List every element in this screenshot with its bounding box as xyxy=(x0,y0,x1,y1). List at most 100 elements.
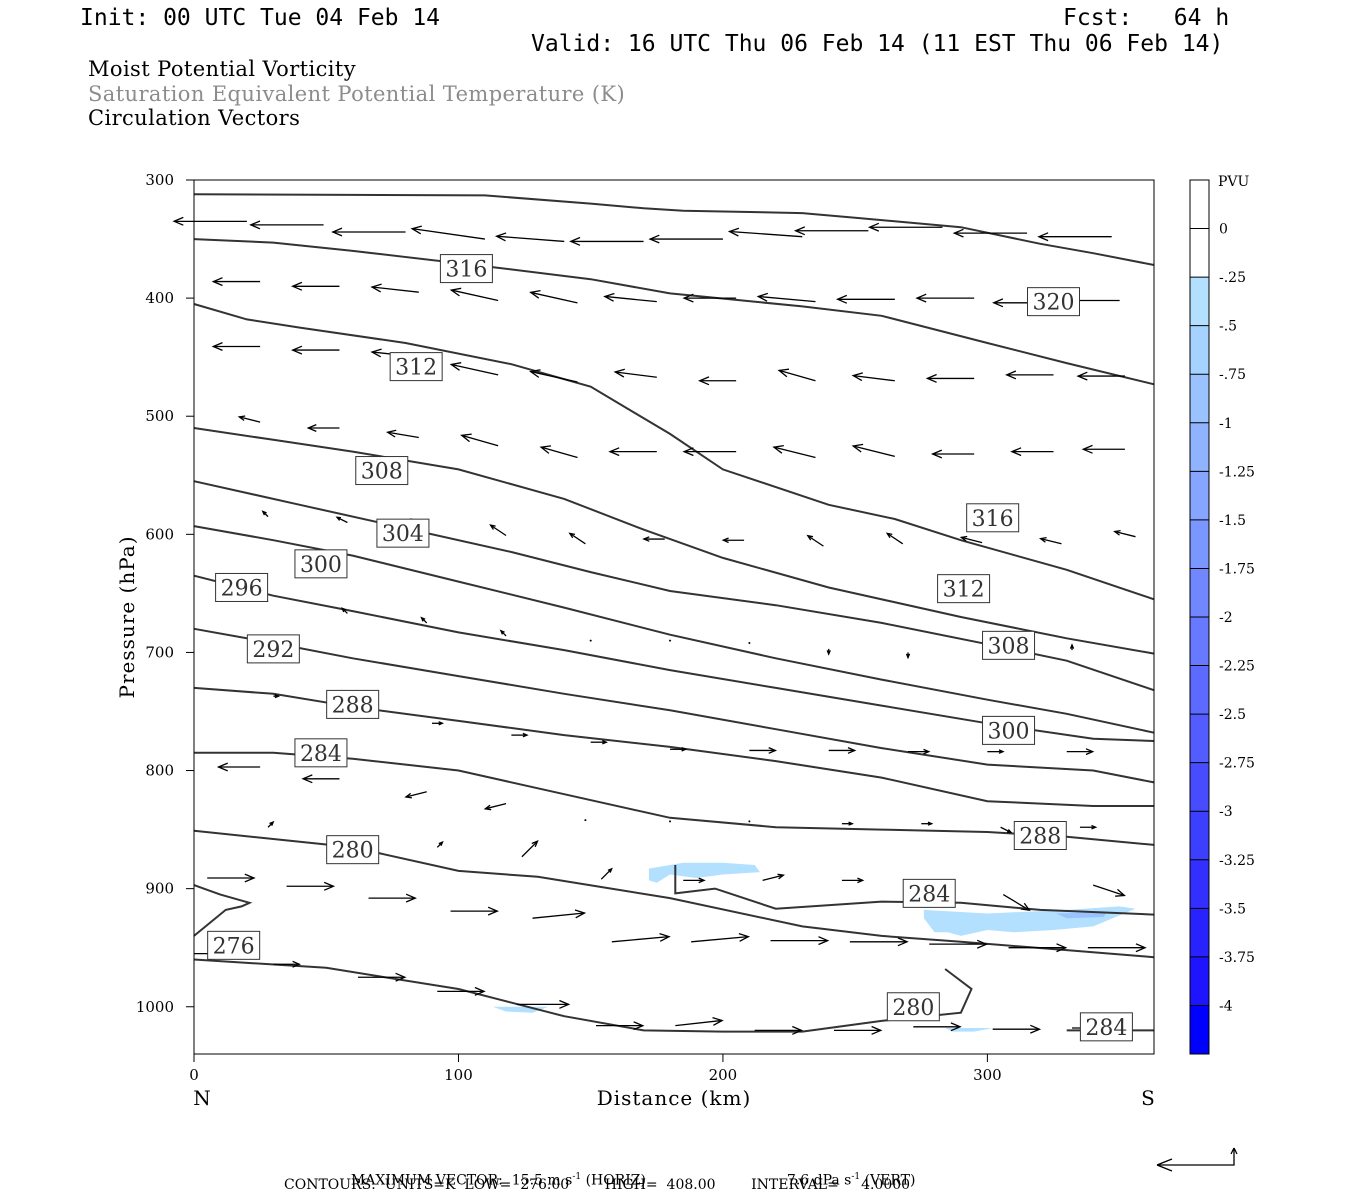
colorbar-label: -3.75 xyxy=(1219,950,1255,966)
contour-label-text: 320 xyxy=(1033,291,1075,316)
circulation-vector xyxy=(930,449,975,459)
circulation-vector xyxy=(905,652,911,660)
vector-head xyxy=(370,283,382,293)
circulation-vector xyxy=(539,445,578,459)
vector-head xyxy=(474,986,486,996)
vector-shaft xyxy=(773,446,816,459)
theta-es-contour-312 xyxy=(193,303,1155,601)
vector-head xyxy=(818,936,830,946)
circulation-vector xyxy=(301,774,340,784)
max-vector-label: MAXIMUM VECTOR: xyxy=(350,1172,503,1189)
x-tick-label: 0 xyxy=(189,1066,199,1084)
colorbar-swatch xyxy=(1190,422,1209,472)
circulation-vector xyxy=(828,747,857,754)
circulation-vector xyxy=(357,972,407,982)
vector-head xyxy=(826,650,831,656)
contour-label-box xyxy=(1079,1012,1133,1042)
colorbar-label: -2.5 xyxy=(1219,707,1246,723)
vector-dot xyxy=(748,641,751,644)
circulation-vector xyxy=(1002,893,1031,912)
circulation-vector xyxy=(770,936,830,946)
vector-shaft xyxy=(405,791,427,798)
colorbar-swatch xyxy=(1190,811,1209,861)
vector-head xyxy=(871,1025,883,1035)
circulation-vector xyxy=(1079,824,1098,830)
vector-head xyxy=(897,937,909,947)
circulation-vector xyxy=(749,747,778,754)
contour-label: 280 xyxy=(326,835,380,865)
vector-shaft xyxy=(412,228,486,240)
circulation-vector xyxy=(368,893,417,903)
valid-time: Valid: 16 UTC Thu 06 Feb 14 (11 EST Thu … xyxy=(531,31,1224,57)
vector-head xyxy=(698,376,710,386)
circulation-vector xyxy=(826,648,831,656)
circulation-vector xyxy=(841,877,865,884)
colorbar: 0 -.25 -.5 -.75 -1 -1.25 -1.5 -1.75 -2 -2.25 -2.5 -… xyxy=(1189,179,1255,1055)
y-tick-label: 700 xyxy=(145,643,174,661)
vector-shaft xyxy=(615,371,657,378)
colorbar-label: -4 xyxy=(1219,998,1233,1014)
pv-shade-region xyxy=(945,1028,993,1032)
vector-shaft xyxy=(729,230,803,238)
contour-label: 288 xyxy=(326,689,380,719)
circulation-vector xyxy=(450,906,499,916)
south-endpoint: S xyxy=(1141,1086,1155,1110)
vector-dot xyxy=(589,639,592,642)
vector-head xyxy=(274,694,281,699)
vector-head xyxy=(574,909,587,919)
colorbar-label: -.75 xyxy=(1219,367,1246,383)
vector-shaft xyxy=(853,374,895,382)
contour-label: 292 xyxy=(246,634,300,664)
vector-shaft xyxy=(886,532,904,545)
circulation-vector xyxy=(867,222,943,232)
vector-shaft xyxy=(758,295,816,303)
contour-label-text: 316 xyxy=(972,507,1014,532)
vector-shaft xyxy=(530,370,578,383)
vector-head xyxy=(405,893,417,903)
circulation-vector xyxy=(249,220,324,230)
colorbar-swatch xyxy=(1190,325,1209,375)
vector-head xyxy=(211,277,223,287)
contour-label: 312 xyxy=(389,352,443,382)
vector-shaft xyxy=(485,802,507,810)
theta-es-contour-292 xyxy=(193,627,1155,784)
vector-head xyxy=(793,226,806,236)
contour-label-box xyxy=(982,715,1036,745)
vector-head xyxy=(927,821,934,826)
vector-head xyxy=(244,873,256,883)
colorbar-swatch xyxy=(1190,859,1209,909)
vector-head xyxy=(1135,943,1147,953)
vector-head xyxy=(291,345,303,355)
vert-max-value: 7.6 dPa s xyxy=(786,1172,852,1189)
vector-layer xyxy=(172,216,1147,1035)
theta-es-contour-276 xyxy=(193,884,253,937)
contour-label-box xyxy=(902,878,956,908)
circulation-vector xyxy=(1081,444,1125,454)
circulation-vector xyxy=(1092,884,1126,897)
vector-head xyxy=(885,532,893,539)
circulation-vector xyxy=(915,293,975,303)
circulation-vector xyxy=(727,227,803,238)
vector-head xyxy=(952,228,964,238)
vector-shaft xyxy=(762,874,784,882)
vector-head xyxy=(323,881,336,891)
vector-head xyxy=(727,227,740,237)
circulation-vector xyxy=(273,694,281,699)
vector-head xyxy=(633,1021,645,1031)
vector-head xyxy=(777,368,790,378)
vector-head xyxy=(211,342,223,351)
vector-head xyxy=(172,216,184,226)
plot-frame xyxy=(193,179,1155,1055)
circulation-vector xyxy=(992,1024,1042,1034)
vector-head xyxy=(1091,824,1098,830)
colorbar-label: -1.75 xyxy=(1219,561,1255,577)
circulation-vector xyxy=(682,293,737,303)
circulation-vector xyxy=(1038,536,1062,545)
circulation-vector xyxy=(1008,943,1068,953)
vector-head xyxy=(792,1025,804,1035)
vector-head xyxy=(851,443,864,453)
vector-head xyxy=(768,747,778,754)
y-tick-label: 400 xyxy=(145,289,174,307)
circulation-vector xyxy=(267,820,275,828)
circulation-vector xyxy=(762,873,786,882)
